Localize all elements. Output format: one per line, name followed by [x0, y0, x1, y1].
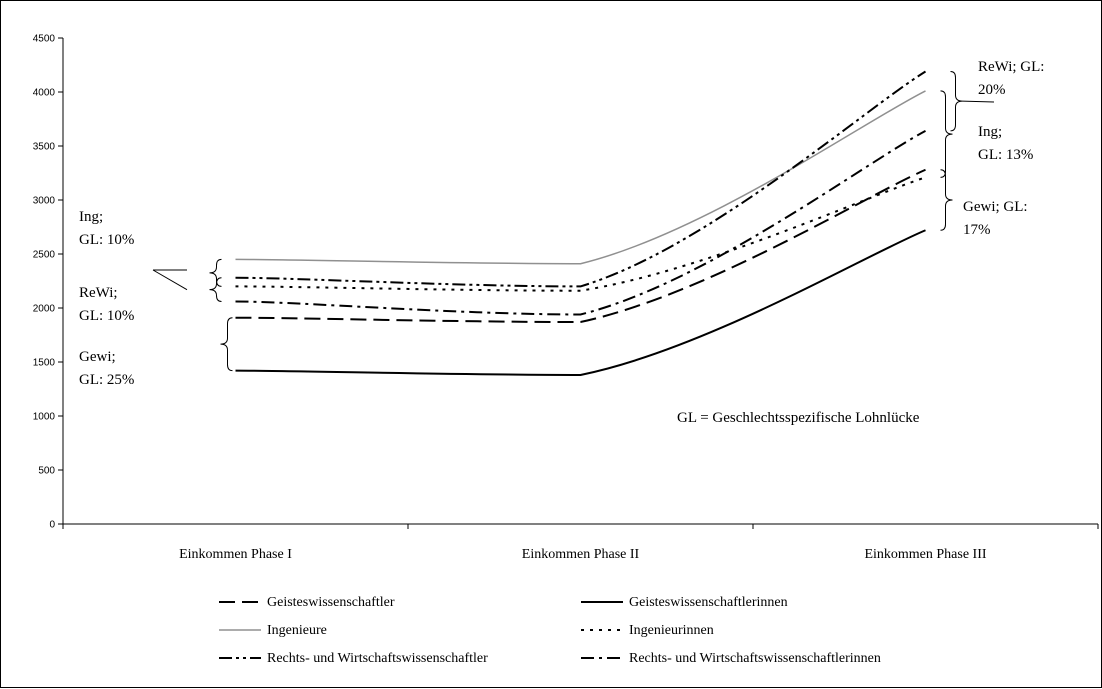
y-tick-label: 4500	[33, 34, 56, 45]
y-tick-label: 0	[49, 520, 55, 531]
brace-gewi-right	[941, 170, 953, 230]
x-category-label: Einkommen Phase I	[179, 547, 292, 562]
annotation-rewi-right: ReWi; GL:20%	[978, 59, 1044, 98]
series-line-geisteswissenschaftler	[236, 170, 926, 322]
brace-ing-right	[941, 91, 953, 177]
y-tick-label: 1000	[33, 412, 56, 423]
legend-label: Rechts- und Wirtschaftswissenschaftlerin…	[629, 651, 881, 666]
y-tick-label: 1500	[33, 358, 56, 369]
leader-rewi-right	[963, 101, 995, 102]
brace-rewi-right	[951, 71, 963, 130]
brace-gewi-left	[221, 318, 233, 371]
brace-rewi-left	[210, 278, 222, 302]
annotation-gewi-left: Gewi;GL: 25%	[79, 349, 134, 388]
series-line-geisteswissenschaftlerinnen	[236, 230, 926, 375]
series-line-ingenieure	[236, 91, 926, 264]
legend-label: Ingenieure	[267, 623, 327, 638]
annotation-ing-right: Ing;GL: 13%	[978, 124, 1033, 163]
leader-rewi-left	[153, 270, 187, 290]
annotation-rewi-left: ReWi;GL: 10%	[79, 285, 134, 324]
x-category-label: Einkommen Phase III	[864, 547, 986, 562]
x-category-label: Einkommen Phase II	[522, 547, 640, 562]
y-tick-label: 2500	[33, 250, 56, 261]
legend-label: Geisteswissenschaftler	[267, 595, 395, 610]
annotation-gl-note: GL = Geschlechtsspezifische Lohnlücke	[677, 410, 920, 426]
y-tick-label: 500	[38, 466, 55, 477]
annotation-gewi-right: Gewi; GL:17%	[963, 199, 1028, 238]
y-tick-label: 3000	[33, 196, 56, 207]
legend-label: Rechts- und Wirtschaftswissenschaftler	[267, 651, 488, 666]
y-tick-label: 2000	[33, 304, 56, 315]
y-tick-label: 4000	[33, 88, 56, 99]
brace-ing-left	[210, 259, 222, 286]
y-tick-label: 3500	[33, 142, 56, 153]
annotation-ing-left: Ing;GL: 10%	[79, 209, 134, 248]
legend-label: Ingenieurinnen	[629, 623, 714, 638]
series-line-rechts-und-wirtschaftswissenschaftler	[236, 71, 926, 286]
legend-label: Geisteswissenschaftlerinnen	[629, 595, 788, 610]
